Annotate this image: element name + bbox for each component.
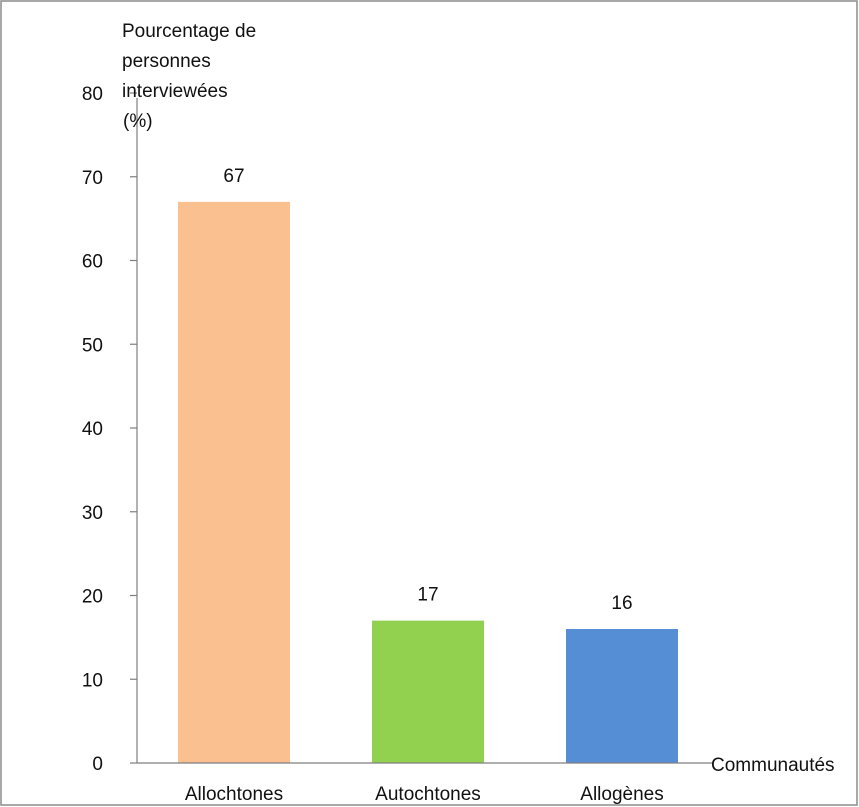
x-tick-label-2: Autochtones bbox=[375, 784, 481, 805]
y-tick-label-70: 70 bbox=[82, 168, 103, 189]
data-label-2: 17 bbox=[417, 585, 438, 606]
bar-2 bbox=[372, 620, 484, 763]
bar-1 bbox=[178, 201, 290, 763]
x-axis-label: Communautés bbox=[711, 755, 835, 776]
y-tick-label-0: 0 bbox=[92, 754, 103, 775]
plot-area: 67 Allochtones 17 Autochtones 16 Allogènes 0 10… bbox=[82, 21, 835, 805]
x-tick-label-1: Allochtones bbox=[185, 784, 283, 805]
y-tick-label-80: 80 bbox=[82, 84, 103, 105]
y-axis-label-line-3: interviewées bbox=[122, 81, 228, 102]
y-axis-label-line-1: Pourcentage de bbox=[122, 21, 256, 42]
y-tick-label-40: 40 bbox=[82, 419, 103, 440]
y-tick-label-50: 50 bbox=[82, 335, 103, 356]
y-tick-label-30: 30 bbox=[82, 503, 103, 524]
data-label-1: 67 bbox=[223, 166, 244, 187]
x-tick-label-3: Allogènes bbox=[580, 784, 663, 805]
bar-3 bbox=[566, 629, 678, 763]
y-axis-label-line-2: personnes bbox=[122, 51, 211, 72]
data-label-3: 16 bbox=[611, 593, 632, 614]
y-tick-label-60: 60 bbox=[82, 252, 103, 273]
y-tick-label-10: 10 bbox=[82, 670, 103, 691]
y-axis-label-line-4: (%) bbox=[123, 111, 153, 132]
y-tick-label-20: 20 bbox=[82, 587, 103, 608]
